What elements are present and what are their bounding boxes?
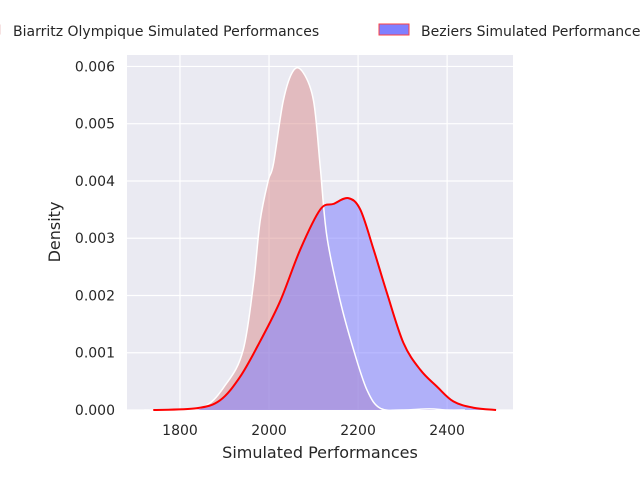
legend-swatch-beziers — [378, 23, 410, 36]
x-tick-label: 1800 — [162, 423, 198, 439]
y-tick-label: 0.006 — [75, 59, 115, 75]
y-tick-label: 0.005 — [75, 117, 115, 133]
y-tick-label: 0.004 — [75, 174, 115, 190]
density-line-beziers — [153, 197, 497, 411]
y-tick-label: 0.003 — [75, 231, 115, 247]
legend-label-beziers: Beziers Simulated Performances — [421, 24, 640, 40]
legend-label-biarritz: Biarritz Olympique Simulated Performance… — [13, 24, 319, 40]
legend-swatch-biarritz — [0, 23, 2, 36]
legend: Biarritz Olympique Simulated Performance… — [0, 23, 640, 40]
x-axis-ticks: 1800 2000 2200 2400 — [162, 423, 465, 439]
x-tick-label: 2400 — [429, 423, 465, 439]
density-areas — [144, 67, 497, 412]
y-axis-ticks: 0.000 0.001 0.002 0.003 0.004 0.005 0.006 — [75, 59, 115, 419]
y-axis-label: Density — [45, 202, 64, 263]
y-tick-label: 0.000 — [75, 403, 115, 419]
density-line-biarritz — [144, 67, 465, 412]
x-tick-label: 2200 — [340, 423, 376, 439]
x-tick-label: 2000 — [251, 423, 287, 439]
y-tick-label: 0.001 — [75, 346, 115, 362]
y-tick-label: 0.002 — [75, 288, 115, 304]
x-axis-label: Simulated Performances — [222, 443, 418, 462]
